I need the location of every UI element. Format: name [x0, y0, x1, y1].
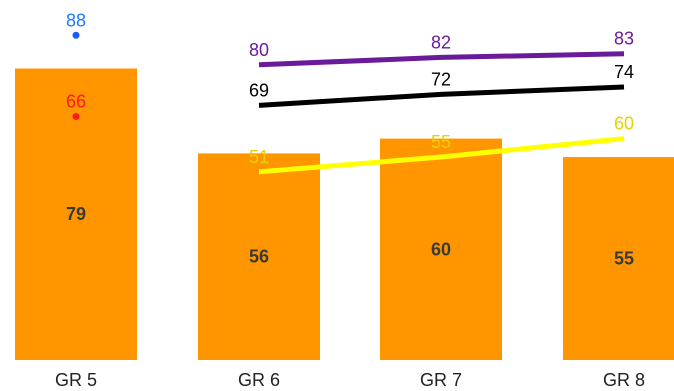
category-label: GR 5	[55, 370, 97, 390]
labels-layer: 79 56 60 55 88 66 80 82 83 69 72 74 51 55 60	[66, 10, 634, 268]
series-marker	[72, 31, 80, 39]
lines-layer	[72, 31, 625, 175]
point-value-label: 66	[66, 91, 86, 111]
bar-value-label: 79	[66, 204, 86, 224]
point-value-label: 80	[249, 40, 269, 60]
bar	[198, 153, 320, 360]
series-line	[258, 51, 625, 68]
series-line	[258, 84, 625, 108]
series-line	[258, 136, 625, 175]
point-value-label: 82	[431, 32, 451, 52]
point-value-label: 69	[249, 80, 269, 100]
point-value-label: 88	[66, 10, 86, 30]
point-value-label: 51	[249, 147, 269, 167]
point-value-label: 83	[614, 29, 634, 49]
bar-value-label: 55	[614, 249, 634, 269]
bar	[380, 138, 502, 360]
bar-value-label: 60	[431, 239, 451, 259]
point-value-label: 72	[431, 69, 451, 89]
bar	[563, 157, 674, 360]
point-value-label: 55	[431, 132, 451, 152]
point-value-label: 74	[614, 62, 634, 82]
category-label: GR 8	[603, 370, 645, 390]
x-axis: GR 5 GR 6 GR 7 GR 8	[55, 370, 645, 390]
bar-value-label: 56	[249, 247, 269, 267]
category-label: GR 6	[238, 370, 280, 390]
category-label: GR 7	[420, 370, 462, 390]
point-value-label: 60	[614, 114, 634, 134]
bars-layer	[15, 68, 674, 361]
series-marker	[72, 112, 80, 120]
